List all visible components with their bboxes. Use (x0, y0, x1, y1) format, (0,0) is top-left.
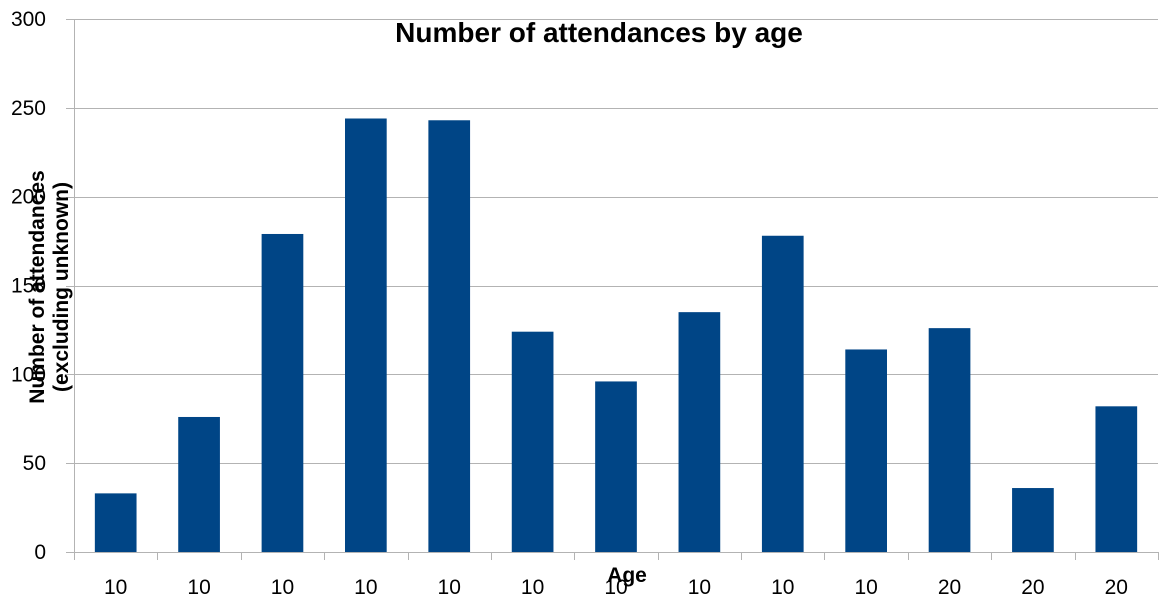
bar (1012, 488, 1054, 552)
y-tick-labels: 0 50 100 150 200 250 300 (11, 8, 74, 564)
y-tick-label: 0 (34, 541, 46, 564)
x-tick-label: 10 (187, 576, 210, 599)
x-tick-label: 10 (354, 576, 377, 599)
y-axis-title-line-1: Number of attendances (26, 170, 49, 403)
y-axis-title: Number of attendances (excluding unknown… (26, 170, 73, 403)
x-tick-label: 10 (104, 576, 127, 599)
y-tick-label: 50 (23, 452, 46, 475)
y-tick-label: 250 (11, 97, 46, 120)
bar (761, 235, 804, 552)
x-tick-label: 10 (438, 576, 461, 599)
x-tick-label: 10 (771, 576, 794, 599)
x-tick-label: 10 (271, 576, 294, 599)
x-tick-label: 20 (938, 576, 961, 599)
bar (428, 120, 471, 553)
x-tick-label: 20 (1021, 576, 1044, 599)
x-tick-labels: 10 10 10 10 10 10 10 10 10 10 20 20 20 (74, 552, 1159, 599)
bar (511, 331, 554, 552)
x-axis-title: Age (607, 564, 647, 587)
y-tick-label: 100 (11, 363, 46, 386)
bar (845, 349, 887, 552)
y-tick-label: 200 (11, 186, 46, 209)
x-tick-label: 20 (1105, 576, 1128, 599)
x-tick-label: 10 (854, 576, 877, 599)
bar (595, 381, 637, 552)
chart-title: Number of attendances by age (395, 17, 803, 48)
bar (1095, 406, 1138, 552)
bar (345, 118, 387, 552)
x-tick-label: 10 (688, 576, 711, 599)
bar (928, 328, 971, 552)
bar (178, 416, 220, 552)
bars (94, 118, 1138, 553)
bar (678, 312, 721, 552)
y-tick-label: 300 (11, 8, 46, 31)
gridlines (74, 19, 1158, 464)
x-tick-label: 10 (604, 576, 627, 599)
bar (94, 493, 137, 552)
y-axis-title-line-2: (excluding unknown) (50, 182, 73, 392)
y-tick-label: 150 (11, 275, 46, 298)
x-tick-label: 10 (521, 576, 544, 599)
bar (261, 233, 304, 552)
